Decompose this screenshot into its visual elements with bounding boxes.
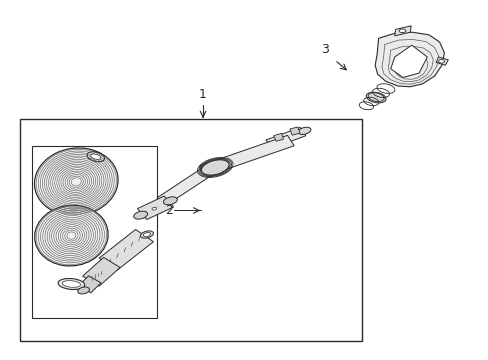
Polygon shape	[199, 135, 294, 176]
Polygon shape	[273, 134, 283, 141]
Ellipse shape	[398, 29, 405, 33]
Ellipse shape	[201, 160, 228, 175]
Text: 1: 1	[199, 88, 206, 101]
Ellipse shape	[35, 205, 108, 266]
Ellipse shape	[163, 197, 177, 205]
Polygon shape	[157, 167, 212, 205]
Ellipse shape	[438, 59, 444, 63]
Ellipse shape	[140, 231, 153, 238]
Polygon shape	[82, 257, 120, 286]
Ellipse shape	[87, 152, 104, 162]
Ellipse shape	[143, 233, 150, 237]
Polygon shape	[289, 127, 300, 135]
Ellipse shape	[133, 211, 147, 219]
Bar	[32, 146, 157, 318]
Ellipse shape	[297, 127, 310, 135]
Bar	[20, 119, 361, 341]
Text: 3: 3	[320, 43, 328, 56]
Ellipse shape	[58, 279, 84, 289]
Polygon shape	[374, 32, 444, 87]
Polygon shape	[390, 45, 427, 77]
Polygon shape	[394, 26, 410, 36]
Ellipse shape	[35, 148, 118, 216]
Ellipse shape	[366, 92, 385, 103]
Ellipse shape	[78, 287, 89, 294]
Ellipse shape	[91, 154, 101, 159]
Polygon shape	[78, 276, 101, 293]
Text: 2: 2	[164, 204, 172, 217]
Polygon shape	[137, 196, 173, 220]
Polygon shape	[435, 57, 447, 65]
Ellipse shape	[152, 207, 156, 210]
Polygon shape	[265, 127, 305, 148]
Ellipse shape	[62, 281, 81, 287]
Polygon shape	[99, 229, 153, 270]
